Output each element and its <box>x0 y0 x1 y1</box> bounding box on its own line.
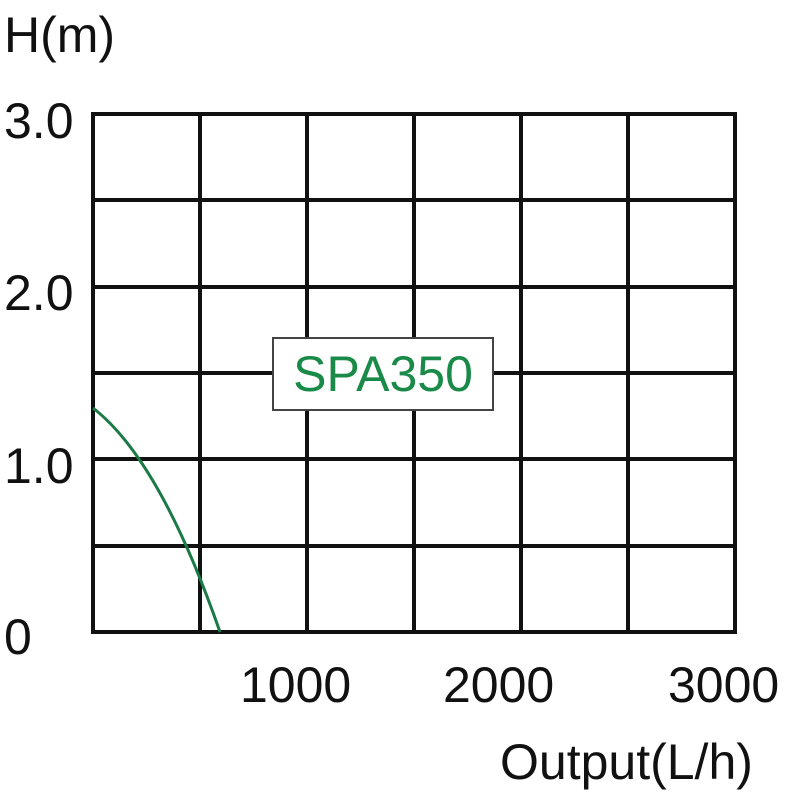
performance-curve <box>92 406 222 633</box>
y-tick-1: 1.0 <box>4 438 74 494</box>
y-tick-3: 3.0 <box>4 93 74 149</box>
series-label: SPA350 <box>272 337 494 411</box>
y-tick-0: 0 <box>4 609 32 665</box>
x-tick-1000: 1000 <box>240 657 352 713</box>
x-tick-2000: 2000 <box>443 657 555 713</box>
y-axis-title: H(m) <box>4 7 116 63</box>
y-tick-2: 2.0 <box>4 265 74 321</box>
x-tick-3000: 3000 <box>668 657 780 713</box>
grid <box>91 112 737 634</box>
x-axis-title: Output(L/h) <box>500 734 753 790</box>
